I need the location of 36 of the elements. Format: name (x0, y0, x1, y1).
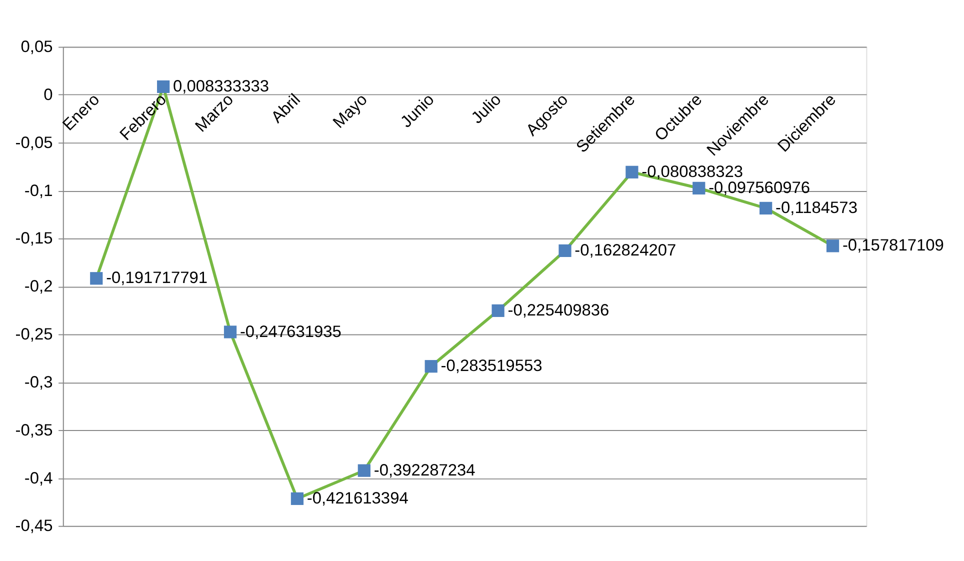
data-label: -0,097560976 (708, 179, 810, 198)
point (626, 166, 638, 178)
x-tick-label: Julio (468, 90, 505, 128)
y-tick-label: -0,3 (24, 373, 53, 392)
point (290, 492, 304, 505)
data-label: -0,392287234 (374, 461, 476, 480)
point (760, 202, 772, 214)
y-tick-label: -0,4 (24, 469, 53, 488)
data-label: -0,225409836 (508, 302, 610, 320)
data-label: -0,191717791 (106, 269, 208, 288)
y-tick-label: 0 (44, 86, 53, 104)
point (826, 240, 840, 252)
point (358, 464, 370, 477)
data-label: -0,080838323 (642, 162, 744, 181)
y-tick-label: -0,15 (15, 230, 53, 248)
y-tick-label: -0,45 (15, 517, 53, 536)
data-label: -0,247631935 (240, 322, 342, 341)
data-label: -0,283519553 (440, 357, 542, 376)
point (224, 326, 237, 338)
y-tick-label: -0,35 (15, 421, 53, 440)
y-tick-label: -0,25 (15, 326, 53, 344)
data-label: -0,157817109 (842, 236, 944, 255)
y-tick-label: -0,2 (24, 278, 53, 296)
point (692, 182, 706, 194)
point (424, 360, 438, 373)
data-label: -0,421613394 (306, 490, 408, 508)
y-tick-label: -0,1 (24, 182, 53, 200)
y-tick-label: -0,05 (15, 134, 53, 152)
point (558, 244, 572, 258)
y-tick-label: 0,05 (20, 38, 53, 56)
point (157, 80, 170, 94)
data-label: -0,1184573 (776, 199, 858, 218)
point (90, 272, 103, 285)
data-label: -0,162824207 (574, 242, 676, 260)
data-label: 0,008333333 (173, 78, 270, 96)
point (492, 304, 504, 317)
